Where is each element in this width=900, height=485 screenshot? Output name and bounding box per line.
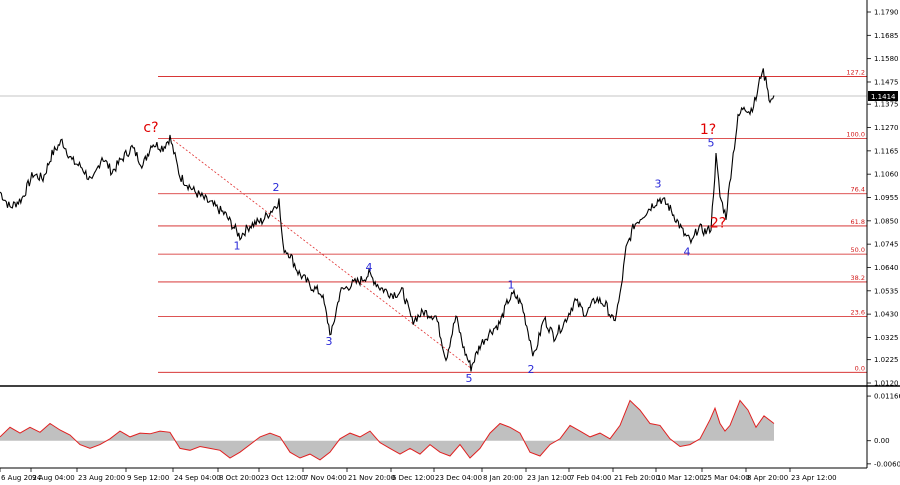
time-tick-label: 23 Apr 12:00 [791, 474, 837, 482]
time-tick-label: 21 Feb 20:00 [614, 474, 660, 482]
time-tick-label: 8 Apr 20:00 [747, 474, 788, 482]
fib-level-label: 127.2 [846, 68, 865, 76]
time-tick-label: 25 Mar 04:00 [703, 474, 750, 482]
fib-level-label: 76.4 [851, 186, 865, 194]
wave-label: 5 [466, 372, 473, 385]
time-tick-label: 21 Nov 20:00 [348, 474, 395, 482]
time-tick-label: 8 Oct 20:00 [219, 474, 260, 482]
price-tick-label: 1.1060 [874, 171, 899, 179]
wave-label: 2 [273, 181, 280, 194]
fibonacci-levels: 127.2 100.0 76.4 61.8 50.0 38.2 23.6 0.0 [158, 68, 867, 373]
wave-label: 1? [700, 122, 716, 138]
wave-label: 2 [528, 363, 535, 376]
price-tick-label: 1.0120 [874, 380, 899, 388]
price-tick-label: 1.1475 [874, 78, 899, 86]
oscillator-axis: 0.01166 0.00 -0.00604 [867, 393, 900, 468]
wave-label: 3 [326, 335, 333, 348]
price-tick-label: 1.1685 [874, 32, 899, 40]
price-tick-label: 1.0430 [874, 311, 899, 319]
time-tick-label: 8 Jan 20:00 [483, 474, 523, 482]
wave-label: 1 [508, 279, 515, 292]
price-series-line [0, 68, 775, 372]
price-tick-label: 1.1580 [874, 55, 899, 63]
oscillator-tick-label: 0.01166 [874, 393, 900, 401]
price-tick-label: 1.0640 [874, 264, 899, 272]
time-tick-label: 23 Aug 20:00 [78, 474, 125, 482]
wave-label: 3 [655, 178, 662, 191]
price-tick-label: 1.0745 [874, 241, 899, 249]
oscillator-panel [0, 399, 775, 461]
time-tick-label: 24 Sep 04:00 [174, 474, 221, 482]
price-tick-label: 1.0850 [874, 217, 899, 225]
oscillator-histogram [0, 400, 774, 460]
wave-label: 2? [710, 215, 726, 231]
wave-label: 4 [684, 245, 691, 258]
price-tick-label: 1.1165 [874, 147, 899, 155]
price-axis: 1.1790 1.1685 1.1580 1.1475 1.1375 1.1270 1.11… [867, 9, 899, 388]
wave-label: c? [143, 120, 158, 136]
price-tick-label: 1.1375 [874, 101, 899, 109]
oscillator-signal-line [0, 399, 775, 461]
price-tick-label: 1.0955 [874, 194, 899, 202]
price-tick-label: 1.0225 [874, 356, 899, 364]
time-tick-label: 7 Feb 04:00 [570, 474, 611, 482]
time-tick-label: 23 Oct 12:00 [260, 474, 306, 482]
fib-level-label: 50.0 [851, 246, 865, 254]
price-tick-label: 1.1270 [874, 124, 899, 132]
time-tick-label: 23 Dec 04:00 [435, 474, 482, 482]
fib-level-label: 100.0 [846, 131, 865, 139]
wave-label: 4 [366, 261, 373, 274]
current-price-tag [868, 91, 898, 101]
wave-trend-line [169, 137, 471, 368]
time-tick-label: 9 Sep 12:00 [127, 474, 169, 482]
price-tick-label: 1.1790 [874, 9, 899, 17]
oscillator-tick-label: 0.00 [874, 437, 890, 445]
time-tick-label: 10 Mar 12:00 [657, 474, 704, 482]
time-tick-label: 6 Aug 2024 [1, 474, 42, 482]
main-price-panel: 127.2 100.0 76.4 61.8 50.0 38.2 23.6 0.0 c? 1 2 3 4… [0, 68, 867, 385]
price-tick-label: 1.0325 [874, 334, 899, 342]
trend-line [169, 137, 471, 368]
fib-level-label: 61.8 [851, 218, 865, 226]
oscillator-tick-label: -0.00604 [874, 460, 900, 468]
price-tick-label: 1.0535 [874, 287, 899, 295]
wave-label: 1 [234, 240, 241, 253]
time-tick-label: 7 Nov 04:00 [304, 474, 347, 482]
fib-level-label: 0.0 [855, 364, 865, 372]
time-tick-label: 6 Dec 12:00 [392, 474, 435, 482]
current-price-value: 1.1414 [871, 93, 896, 101]
fib-level-label: 38.2 [851, 274, 865, 282]
wave-label: 5 [708, 136, 715, 149]
time-tick-label: 9 Aug 04:00 [32, 474, 75, 482]
time-tick-label: 23 Jan 12:00 [527, 474, 571, 482]
fib-level-label: 23.6 [851, 308, 865, 316]
